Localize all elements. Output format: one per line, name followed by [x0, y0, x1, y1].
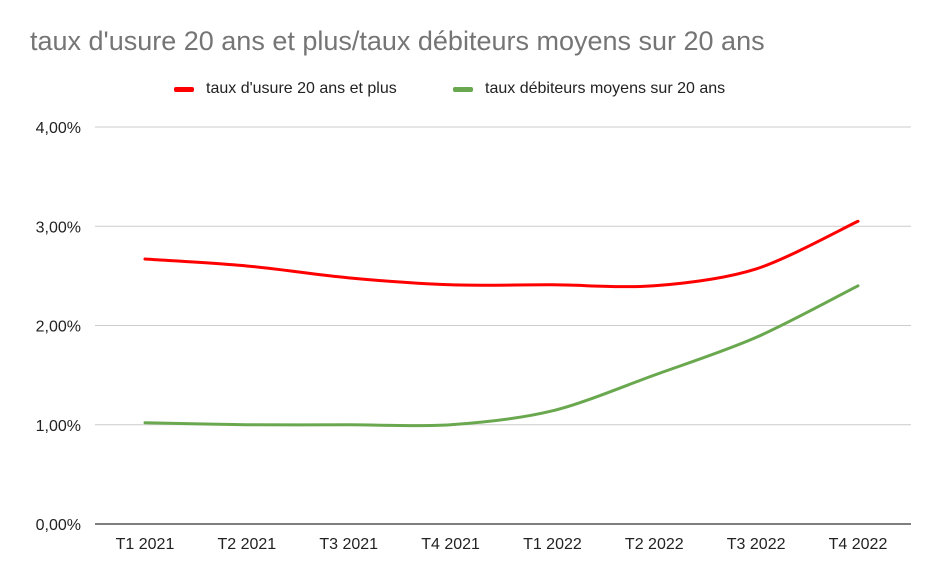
y-tick-label: 4,00%	[36, 120, 81, 137]
legend-label-usure: taux d'usure 20 ans et plus	[206, 80, 397, 97]
y-tick-label: 1,00%	[36, 418, 81, 435]
y-tick-label: 3,00%	[36, 219, 81, 236]
x-tick-label: T3 2022	[727, 536, 786, 553]
x-tick-label: T1 2022	[523, 536, 582, 553]
x-tick-label: T4 2021	[421, 536, 480, 553]
x-tick-label: T4 2022	[829, 536, 888, 553]
legend-item-usure[interactable]: taux d'usure 20 ans et plus	[174, 78, 397, 100]
series-line-1[interactable]	[143, 284, 860, 428]
chart-legend: taux d'usure 20 ans et plus taux débiteu…	[0, 78, 941, 100]
series-line-0[interactable]	[143, 219, 860, 289]
legend-swatch-debiteurs	[453, 86, 473, 92]
x-tick-label: T1 2021	[116, 536, 175, 553]
y-tick-label: 0,00%	[36, 517, 81, 534]
x-tick-label: T2 2021	[217, 536, 276, 553]
legend-label-debiteurs: taux débiteurs moyens sur 20 ans	[485, 80, 726, 97]
chart-title: taux d'usure 20 ans et plus/taux débiteu…	[30, 26, 765, 56]
legend-swatch-usure	[174, 86, 194, 92]
legend-item-debiteurs[interactable]: taux débiteurs moyens sur 20 ans	[453, 78, 725, 100]
x-tick-label: T3 2021	[319, 536, 378, 553]
y-tick-label: 2,00%	[36, 319, 81, 336]
series-lines	[143, 219, 860, 428]
x-tick-label: T2 2022	[625, 536, 684, 553]
gridlines	[95, 126, 911, 525]
x-axis-tick-labels: T1 2021 T2 2021 T3 2021 T4 2021 T1 2022 T2 20…	[116, 536, 888, 553]
y-axis-tick-labels: 0,00% 1,00% 2,00% 3,00% 4,00%	[36, 120, 81, 534]
